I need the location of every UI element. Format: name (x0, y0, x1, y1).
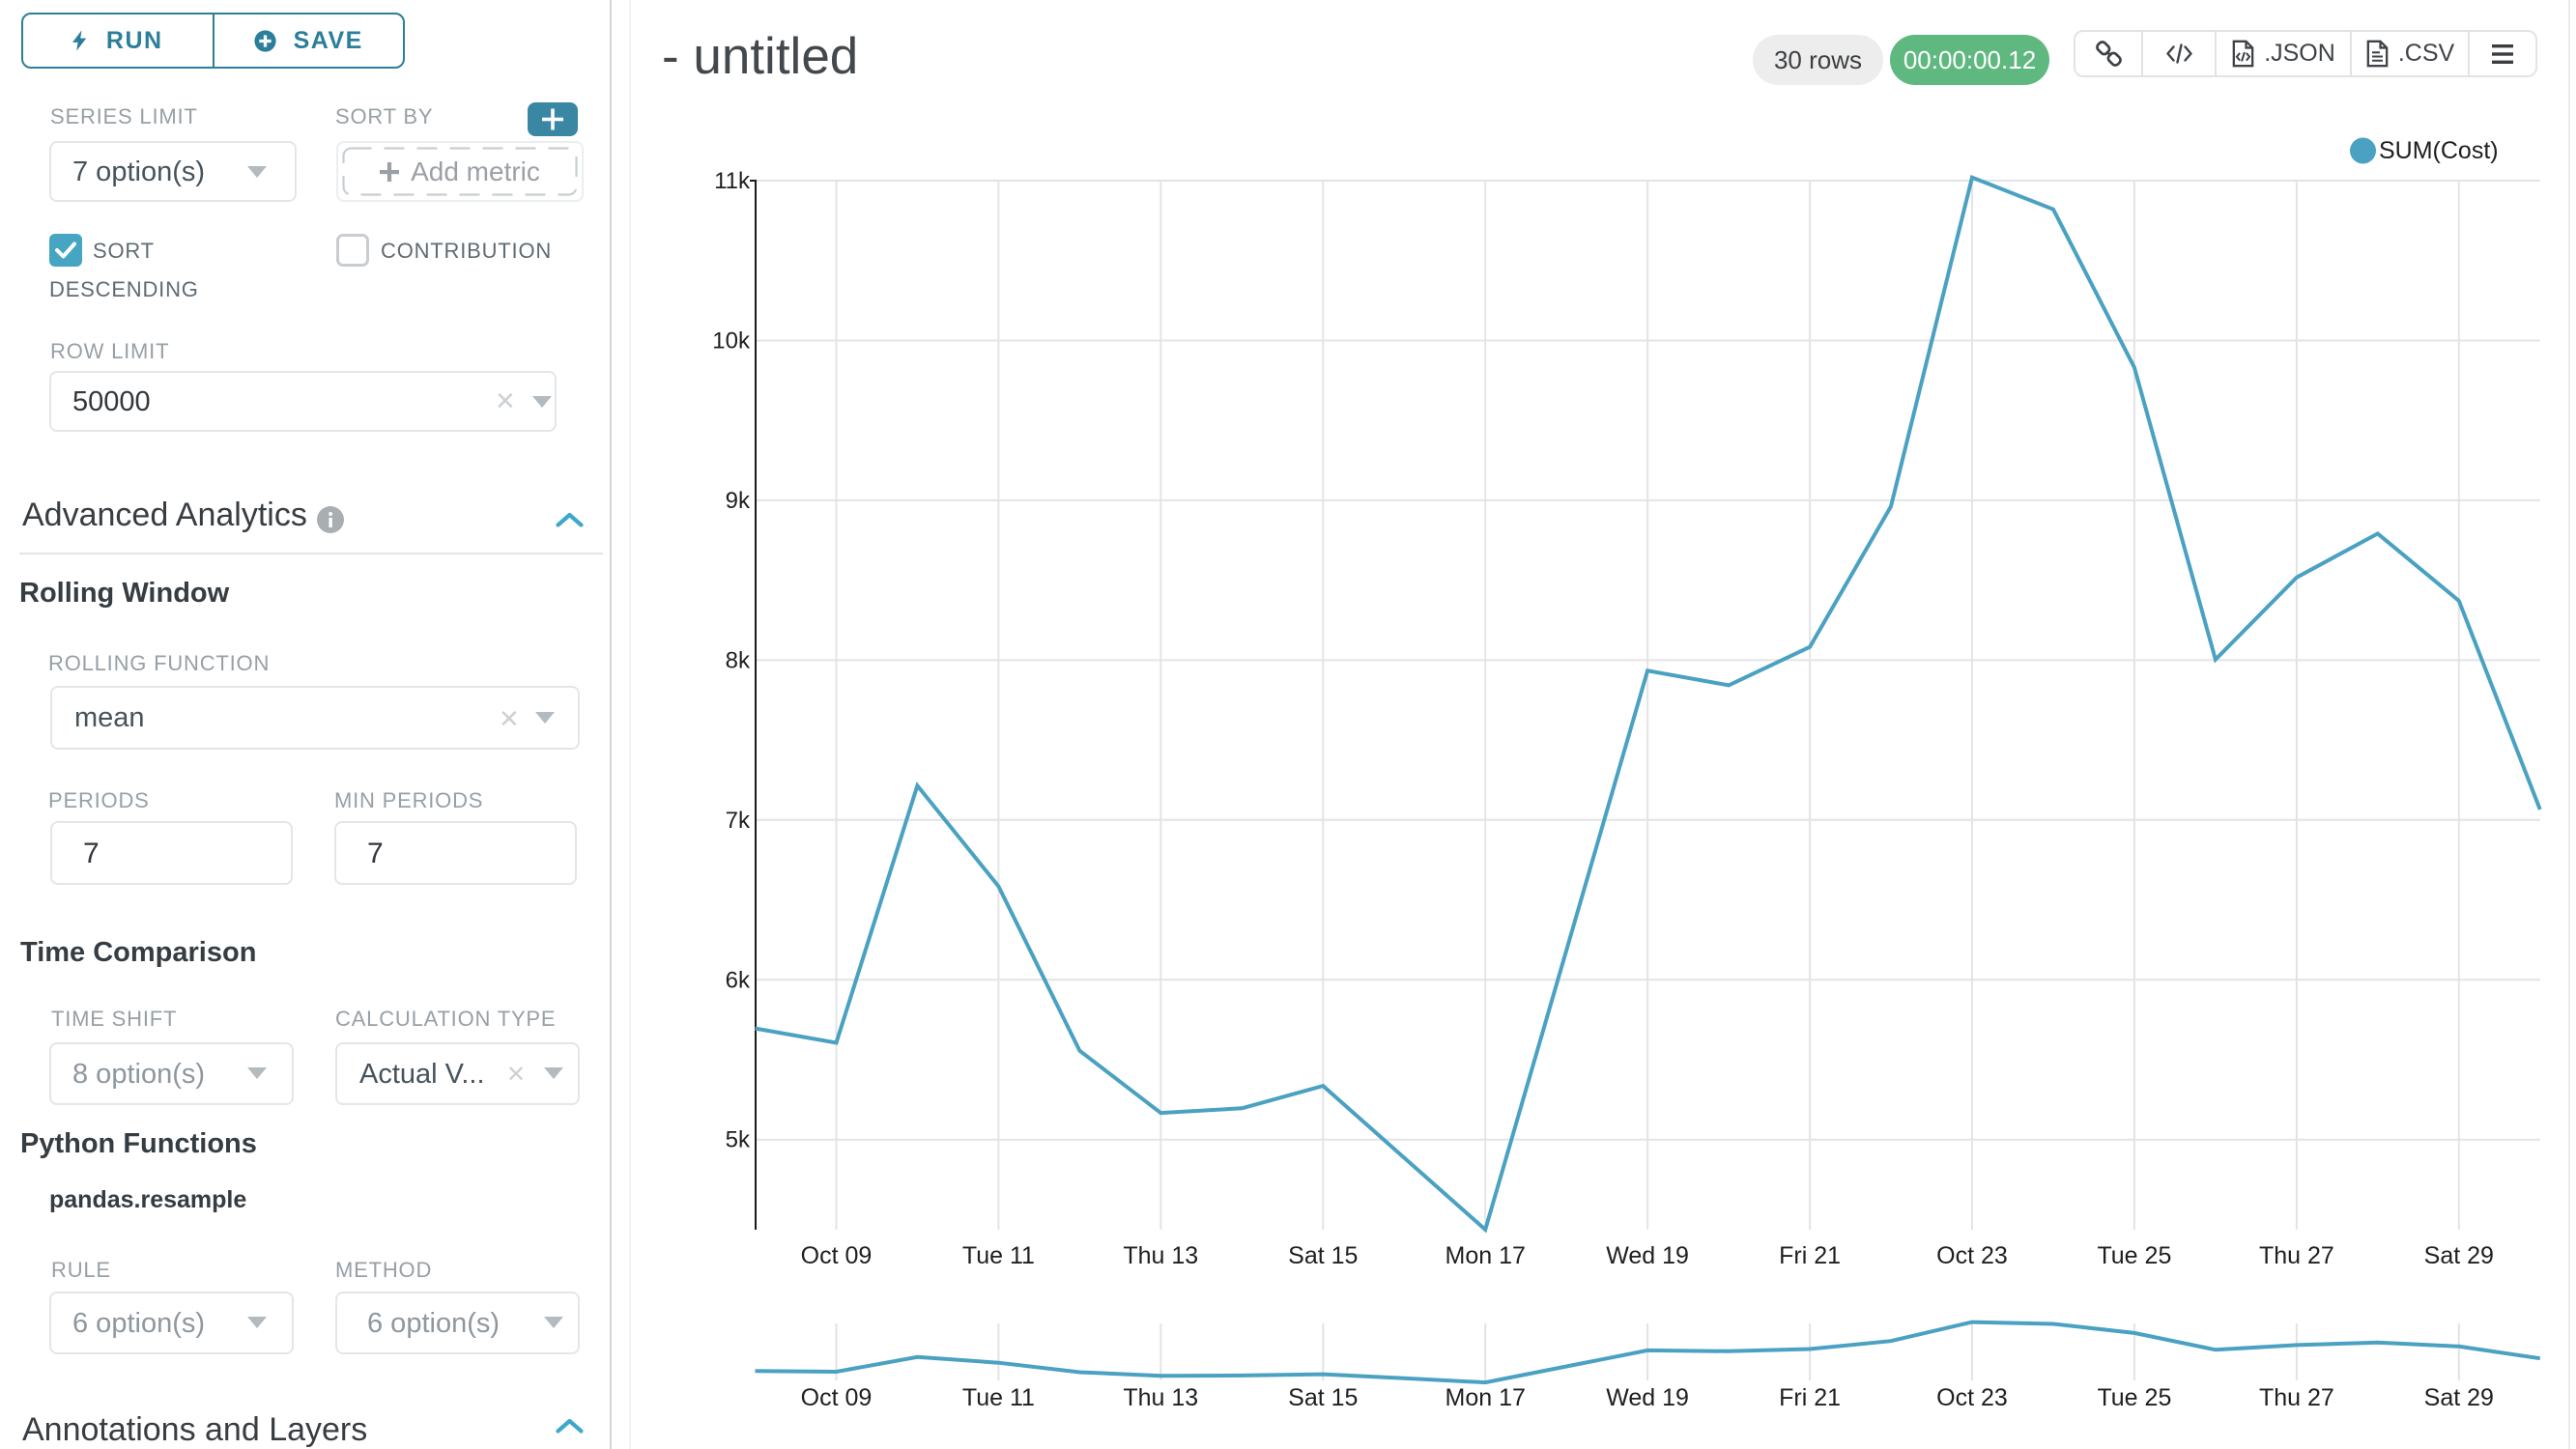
svg-text:Fri 21: Fri 21 (1779, 1242, 1841, 1269)
svg-text:Thu 27: Thu 27 (2259, 1384, 2334, 1411)
svg-text:Oct 23: Oct 23 (1936, 1384, 2008, 1411)
svg-text:Sat 15: Sat 15 (1288, 1242, 1358, 1269)
svg-text:7k: 7k (726, 808, 751, 834)
svg-text:11k: 11k (714, 168, 751, 194)
svg-text:Thu 13: Thu 13 (1123, 1384, 1198, 1411)
svg-text:5k: 5k (726, 1127, 751, 1153)
svg-text:Oct 09: Oct 09 (801, 1384, 873, 1411)
svg-text:Tue 25: Tue 25 (2097, 1242, 2171, 1269)
svg-text:8k: 8k (726, 647, 751, 673)
svg-text:Mon 17: Mon 17 (1445, 1384, 1526, 1411)
svg-text:Sat 29: Sat 29 (2424, 1242, 2494, 1269)
svg-text:Tue 11: Tue 11 (962, 1242, 1035, 1269)
svg-text:10k: 10k (712, 328, 751, 355)
svg-text:Tue 11: Tue 11 (962, 1384, 1035, 1411)
svg-text:Thu 27: Thu 27 (2259, 1242, 2334, 1269)
svg-text:Fri 21: Fri 21 (1779, 1384, 1841, 1411)
svg-text:Tue 25: Tue 25 (2097, 1384, 2171, 1411)
svg-text:Sat 29: Sat 29 (2424, 1384, 2494, 1411)
svg-text:Oct 23: Oct 23 (1936, 1242, 2008, 1269)
svg-text:Wed 19: Wed 19 (1606, 1384, 1689, 1411)
svg-text:Wed 19: Wed 19 (1606, 1242, 1689, 1269)
svg-text:9k: 9k (726, 488, 751, 514)
svg-text:Thu 13: Thu 13 (1123, 1242, 1198, 1269)
svg-text:Oct 09: Oct 09 (801, 1242, 873, 1269)
svg-text:Sat 15: Sat 15 (1288, 1384, 1358, 1411)
svg-text:SUM(Cost): SUM(Cost) (2379, 137, 2499, 164)
svg-text:Mon 17: Mon 17 (1445, 1242, 1526, 1269)
svg-text:6k: 6k (726, 967, 751, 993)
